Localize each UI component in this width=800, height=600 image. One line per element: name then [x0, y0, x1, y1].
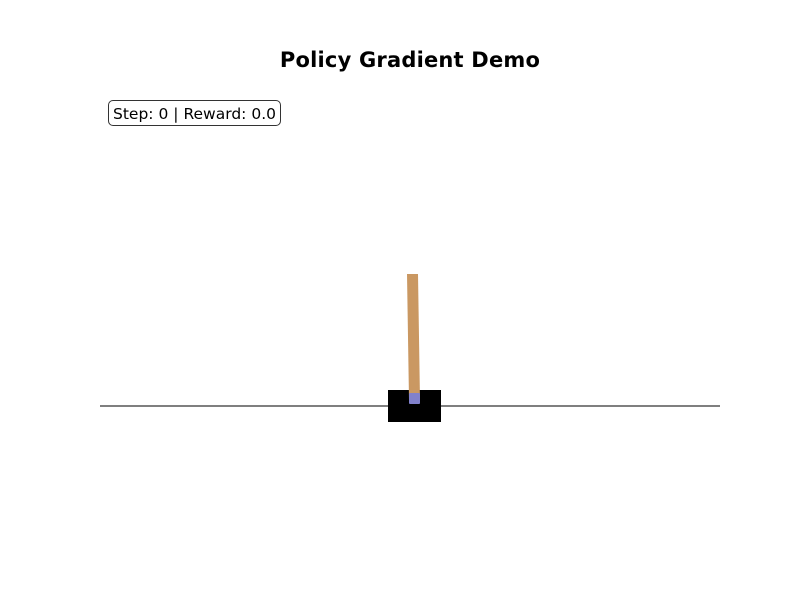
game-title: Policy Gradient Demo [279, 48, 541, 72]
reward-label: Reward: [183, 105, 247, 123]
pole [407, 274, 420, 400]
status-separator: | [173, 105, 179, 123]
status-box: Step: 0 | Reward: 0.0 [108, 100, 281, 126]
step-value: 0 [158, 105, 169, 123]
reward-value: 0.0 [251, 105, 276, 123]
axle [409, 393, 420, 404]
step-label: Step: [113, 105, 154, 123]
